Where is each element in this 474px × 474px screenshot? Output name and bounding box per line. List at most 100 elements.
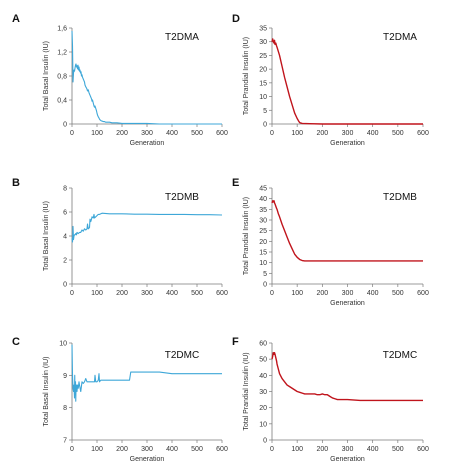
x-tick-label: 500: [191, 446, 203, 453]
y-tick-label: 20: [259, 239, 267, 246]
y-tick-label: 35: [259, 207, 267, 214]
y-tick-label: 30: [259, 389, 267, 396]
y-tick-label: 5: [263, 271, 267, 278]
y-tick-label: 15: [259, 80, 267, 87]
chart-panel-a: 0 0,4 0,8 1,2 1,6 0 100 200 300 400 500 600 Generati…: [12, 13, 228, 147]
y-axis-title: Total Prandial Insulin (IU): [243, 37, 250, 115]
y-tick-label: 10: [259, 94, 267, 101]
x-tick-label: 0: [270, 290, 274, 297]
y-tick-label: 6: [63, 210, 67, 217]
y-tick-label: 0,4: [57, 98, 67, 105]
panel-letter: E: [232, 177, 239, 189]
x-tick-label: 300: [141, 290, 153, 297]
y-tick-label: 20: [259, 405, 267, 412]
x-axis-title: Generation: [330, 456, 365, 463]
x-tick-label: 100: [291, 130, 303, 137]
y-axis-title: Total Basal Insulin (IU): [43, 201, 50, 271]
series-line: [271, 352, 423, 402]
y-tick-label: 8: [63, 405, 67, 412]
x-tick-label: 0: [70, 130, 74, 137]
x-tick-label: 0: [270, 130, 274, 137]
x-tick-label: 300: [141, 130, 153, 137]
y-tick-label: 50: [259, 357, 267, 364]
panel-letter: B: [12, 177, 20, 189]
x-tick-label: 400: [367, 290, 379, 297]
x-tick-label: 600: [417, 446, 429, 453]
x-tick-label: 200: [316, 130, 328, 137]
y-tick-label: 1,2: [57, 50, 67, 57]
x-tick-label: 400: [166, 446, 178, 453]
panel-letter: D: [232, 13, 240, 25]
x-tick-label: 600: [417, 130, 429, 137]
y-axis-title: Total Prandial Insulin (IU): [243, 352, 250, 430]
x-tick-label: 400: [367, 446, 379, 453]
y-tick-label: 1,6: [57, 26, 67, 33]
x-tick-label: 600: [216, 446, 228, 453]
y-tick-label: 4: [63, 234, 67, 241]
x-tick-label: 600: [216, 130, 228, 137]
chart-title: T2DMC: [165, 350, 199, 361]
chart-panel-b: 0 2 4 6 8 0 100 200 300 400 500 600 Total Basal Insu…: [12, 177, 228, 297]
x-tick-label: 200: [116, 290, 128, 297]
y-tick-label: 2: [63, 258, 67, 265]
y-tick-label: 30: [259, 39, 267, 46]
chart-title: T2DMB: [383, 192, 417, 203]
series-line: [71, 212, 223, 243]
y-tick-label: 45: [259, 186, 267, 193]
y-tick-label: 10: [259, 260, 267, 267]
y-tick-label: 25: [259, 228, 267, 235]
x-tick-label: 300: [342, 290, 354, 297]
x-tick-label: 600: [417, 290, 429, 297]
series-line: [71, 30, 222, 125]
y-tick-label: 30: [259, 218, 267, 225]
y-tick-label: 10: [259, 421, 267, 428]
y-tick-label: 0: [263, 282, 267, 289]
x-tick-label: 500: [392, 446, 404, 453]
x-tick-label: 300: [342, 446, 354, 453]
y-tick-label: 35: [259, 26, 267, 33]
y-tick-label: 15: [259, 250, 267, 257]
x-tick-label: 200: [116, 130, 128, 137]
y-axis-title: Total Basal Insulin (IU): [43, 41, 50, 111]
y-tick-label: 10: [59, 341, 67, 348]
series-line: [271, 200, 423, 262]
x-tick-label: 0: [70, 290, 74, 297]
y-tick-label: 25: [259, 53, 267, 60]
x-tick-label: 100: [91, 290, 103, 297]
x-tick-label: 500: [392, 290, 404, 297]
x-tick-label: 500: [392, 130, 404, 137]
x-tick-label: 100: [291, 290, 303, 297]
chart-panel-e: 0 5 10 15 20 25 30 35 40 45 0 100 200 300 400 500 600 Gen…: [232, 177, 429, 307]
x-tick-label: 300: [342, 130, 354, 137]
panel-letter: A: [12, 13, 20, 25]
y-tick-label: 9: [63, 373, 67, 380]
x-tick-label: 500: [191, 130, 203, 137]
chart-title: T2DMC: [383, 350, 417, 361]
chart-title: T2DMA: [165, 32, 199, 43]
x-tick-label: 200: [316, 290, 328, 297]
x-tick-label: 100: [291, 446, 303, 453]
chart-panel-d: 0 5 10 15 20 25 30 35 0 100 200 300 400 500 600 Generat…: [232, 13, 429, 147]
x-tick-label: 100: [91, 130, 103, 137]
x-axis-title: Generation: [330, 140, 365, 147]
y-tick-label: 0: [63, 282, 67, 289]
x-tick-label: 300: [141, 446, 153, 453]
y-tick-label: 40: [259, 373, 267, 380]
x-tick-label: 500: [191, 290, 203, 297]
x-axis-title: Generation: [330, 300, 365, 307]
y-tick-label: 8: [63, 186, 67, 193]
y-axis-title: Total Prandial Insulin (IU): [243, 197, 250, 275]
x-axis-title: Generation: [130, 140, 165, 147]
x-tick-label: 400: [166, 130, 178, 137]
panel-letter: F: [232, 336, 239, 348]
x-tick-label: 400: [166, 290, 178, 297]
y-axis-title: Total Basal Insulin (IU): [43, 356, 50, 426]
y-tick-label: 60: [259, 341, 267, 348]
y-tick-label: 0: [263, 438, 267, 445]
panel-letter: C: [12, 336, 20, 348]
x-tick-label: 400: [367, 130, 379, 137]
x-tick-label: 600: [216, 290, 228, 297]
